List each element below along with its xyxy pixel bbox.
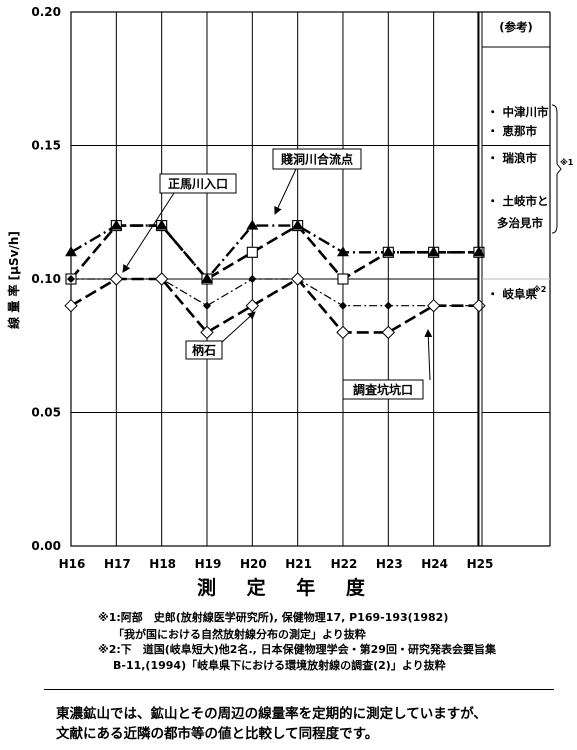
data-point-1 xyxy=(291,219,304,230)
reference-note-1: ※1 xyxy=(560,157,574,167)
data-point-3 xyxy=(472,298,486,313)
footnote-1: ※1:阿部 史郎(放射線医学研究所), 保健物理17, P169-193(198… xyxy=(98,611,449,624)
footnote-1-cont: 「我が国における自然放射線分布の測定」より抜粋 xyxy=(113,628,366,641)
y-tick-label: 0.05 xyxy=(31,406,61,420)
reference-title: (参考) xyxy=(499,20,533,34)
data-point-1 xyxy=(155,219,168,230)
y-axis-label: 線 量 率 [μSv/h] xyxy=(6,231,21,329)
callout-arrow xyxy=(221,311,256,343)
x-axis-title: 測 定 年 度 xyxy=(197,576,377,599)
y-tick-label: 0.15 xyxy=(31,139,61,153)
x-tick-label: H25 xyxy=(467,557,494,571)
data-point-3 xyxy=(200,325,214,340)
axis-ticks: 0.00 0.05 0.10 0.15 0.20 H16 H17 H18 H19 H20 H21 H2… xyxy=(31,5,493,571)
series-line-1 xyxy=(70,224,479,281)
data-point-3 xyxy=(336,325,350,340)
callout-label: 調査坑坑口 xyxy=(353,382,413,397)
data-point-3 xyxy=(290,272,305,286)
footnote-2: ※2:下 道国(岐阜短大)他2名., 日本保健物理学会・第29回・研究発表会要旨… xyxy=(98,643,496,656)
x-tick-label: H22 xyxy=(331,557,358,571)
x-tick-label: H24 xyxy=(421,557,448,571)
data-point-2 xyxy=(67,275,75,283)
data-point-2 xyxy=(248,275,257,283)
data-point-3 xyxy=(245,298,260,313)
summary-top-rule xyxy=(44,689,554,690)
dose-rate-chart: 0.00 0.05 0.10 0.15 0.20 H16 H17 H18 H19 H20 H21 H2… xyxy=(6,5,574,599)
summary-line-2: 文献にある近隣の都市等の値と比較して同程度です。 xyxy=(56,726,379,742)
data-point-2 xyxy=(202,301,211,310)
y-tick-label: 0.20 xyxy=(31,5,61,19)
series-lines xyxy=(70,223,479,335)
callout-arrow xyxy=(122,192,175,273)
callout-box xyxy=(342,379,424,400)
reference-bracket xyxy=(551,104,562,234)
data-point-1 xyxy=(110,219,123,230)
y-tick-label: 0.00 xyxy=(31,539,61,553)
data-point-0 xyxy=(246,246,258,258)
callout-box xyxy=(272,148,362,170)
y-tick-label: 0.10 xyxy=(31,272,61,286)
data-point-1 xyxy=(382,246,395,257)
callout-box xyxy=(159,173,237,194)
data-point-3 xyxy=(426,298,441,313)
series-line-3 xyxy=(70,277,479,335)
chart-grid xyxy=(70,11,480,547)
callout-label: 賤洞川合流点 xyxy=(280,152,353,167)
summary-line-1: 東濃鉱山では、鉱山とその周辺の線量率を定期的に測定していますが、 xyxy=(56,706,487,722)
x-tick-label: H21 xyxy=(285,557,312,571)
callout-label: 正馬川入口 xyxy=(168,177,228,191)
x-tick-label: H17 xyxy=(104,557,131,571)
reference-gifu: ・ 岐阜県 xyxy=(487,287,538,301)
data-point-2 xyxy=(338,301,347,310)
series-line-0 xyxy=(70,223,479,281)
callout-arrow xyxy=(424,329,433,381)
footnote-2-cont: B-11,(1994)「岐阜県下における環境放射線の調査(2)」より抜粋 xyxy=(113,659,446,672)
reference-note-2: ※2 xyxy=(533,284,546,294)
data-point-1 xyxy=(65,246,77,257)
data-point-1 xyxy=(427,246,440,257)
data-point-1 xyxy=(200,273,213,283)
reference-city: ・ 恵那市 xyxy=(487,124,538,138)
reference-city: ・ 中津川市 xyxy=(487,105,549,119)
data-point-2 xyxy=(384,301,393,310)
data-point-3 xyxy=(109,272,124,286)
x-tick-label: H18 xyxy=(149,557,176,571)
reference-city: 多治見市 xyxy=(497,216,543,230)
data-point-0 xyxy=(337,273,349,285)
series-markers xyxy=(64,219,486,340)
data-point-1 xyxy=(246,219,259,230)
reference-city: ・ 土岐市と xyxy=(487,194,549,208)
x-tick-label: H16 xyxy=(59,557,86,571)
callout-box xyxy=(185,340,223,360)
data-point-1 xyxy=(336,246,349,257)
callout-label: 柄石 xyxy=(192,343,216,358)
x-tick-label: H20 xyxy=(240,557,267,571)
callout-arrow xyxy=(274,168,297,215)
data-point-3 xyxy=(154,272,169,286)
x-tick-label: H23 xyxy=(376,557,403,571)
data-point-3 xyxy=(64,298,78,313)
x-tick-label: H19 xyxy=(195,557,222,571)
data-point-3 xyxy=(381,325,396,340)
reference-city: ・ 瑞浪市 xyxy=(487,151,538,165)
